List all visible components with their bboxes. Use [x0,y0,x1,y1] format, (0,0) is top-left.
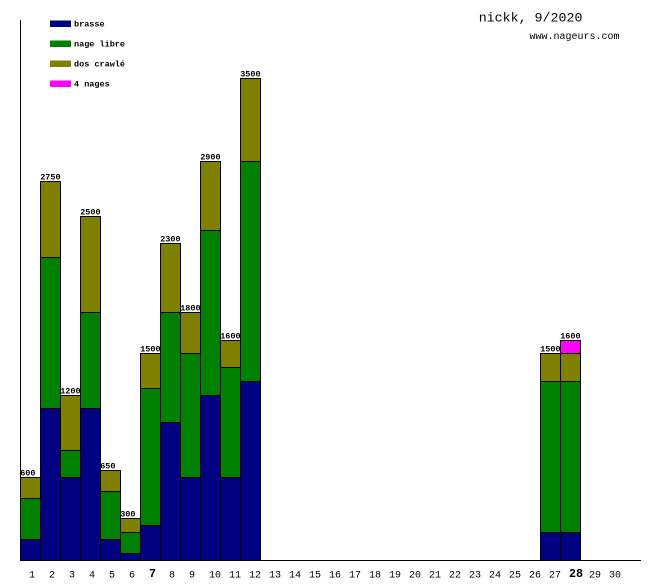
svg-text:16: 16 [329,571,341,581]
svg-text:8: 8 [169,571,175,581]
svg-text:26: 26 [529,571,541,581]
svg-text:1500: 1500 [140,345,160,355]
svg-text:2500: 2500 [80,208,100,218]
svg-text:22: 22 [449,571,461,581]
svg-text:brasse: brasse [74,20,105,30]
svg-text:24: 24 [489,571,501,581]
svg-text:3: 3 [69,571,75,581]
svg-text:18: 18 [369,571,381,581]
svg-text:650: 650 [100,462,115,472]
svg-text:6: 6 [129,571,135,581]
svg-text:600: 600 [20,469,35,479]
svg-text:29: 29 [589,571,601,581]
svg-text:19: 19 [389,571,401,581]
svg-text:14: 14 [289,571,301,581]
svg-text:7: 7 [149,567,156,580]
svg-text:2900: 2900 [200,153,220,163]
svg-text:30: 30 [609,571,621,581]
svg-text:12: 12 [249,571,261,581]
svg-text:2300: 2300 [160,235,180,245]
svg-text:1500: 1500 [540,345,560,355]
svg-text:3500: 3500 [240,70,260,80]
svg-text:21: 21 [429,571,441,581]
svg-text:nage libre: nage libre [74,40,125,50]
svg-text:1800: 1800 [180,304,200,314]
svg-text:17: 17 [349,571,361,581]
svg-text:11: 11 [229,571,241,581]
svg-text:10: 10 [209,571,221,581]
svg-text:1600: 1600 [220,332,240,342]
svg-text:28: 28 [569,567,583,580]
svg-text:dos crawlé: dos crawlé [74,60,125,70]
svg-text:1600: 1600 [560,332,580,342]
svg-text:27: 27 [549,571,561,581]
svg-text:www.nageurs.com: www.nageurs.com [530,32,620,43]
svg-text:4: 4 [89,571,95,581]
svg-text:1: 1 [29,571,35,581]
svg-text:20: 20 [409,571,421,581]
svg-text:300: 300 [120,510,135,520]
svg-text:13: 13 [269,571,281,581]
svg-text:4 nages: 4 nages [74,80,110,90]
svg-text:9: 9 [189,571,195,581]
svg-text:1200: 1200 [60,387,80,397]
svg-text:2: 2 [49,571,55,581]
svg-text:nickk, 9/2020: nickk, 9/2020 [479,11,583,26]
svg-text:15: 15 [309,571,321,581]
svg-text:2750: 2750 [40,173,60,183]
svg-text:23: 23 [469,571,481,581]
svg-text:5: 5 [109,571,115,581]
svg-text:25: 25 [509,571,521,581]
